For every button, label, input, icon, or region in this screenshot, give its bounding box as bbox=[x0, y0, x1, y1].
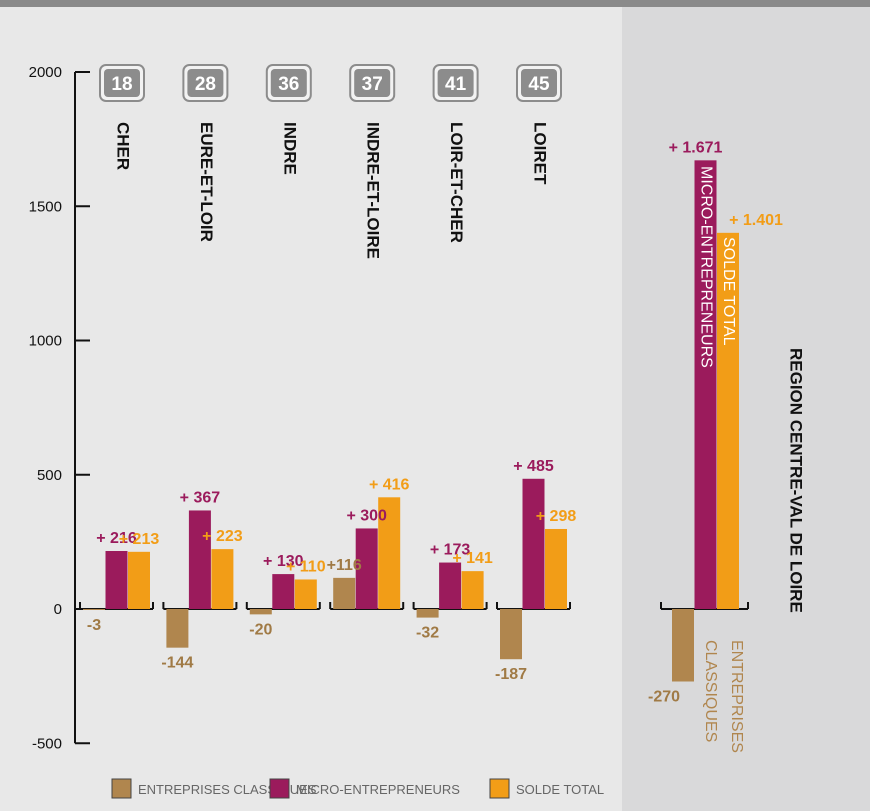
bar-entreprises-classiques bbox=[500, 609, 522, 660]
y-tick-label: 1500 bbox=[29, 198, 62, 215]
data-label: + 110 bbox=[286, 558, 326, 575]
data-labels: -3+ 216+ 213-144+ 367+ 223-20+ 130+ 110 +… bbox=[87, 458, 576, 683]
department-code: 36 bbox=[278, 74, 299, 95]
region-classic-label: CLASSIQUES bbox=[702, 640, 719, 742]
region-bar-entreprises-classiques bbox=[672, 609, 694, 682]
top-strip bbox=[0, 0, 870, 7]
department-name: LOIRET bbox=[531, 122, 550, 185]
bar-micro-entrepreneurs bbox=[188, 510, 211, 609]
region-bar-label: MICRO-ENTREPRENEURS bbox=[697, 166, 714, 368]
department-name: INDRE bbox=[280, 122, 299, 175]
department-name: INDRE-ET-LOIRE bbox=[364, 122, 383, 259]
y-tick-label: 1000 bbox=[29, 333, 62, 350]
data-label: -3 bbox=[87, 617, 101, 634]
department-badge: 28 bbox=[182, 64, 229, 102]
bar-micro-entrepreneurs bbox=[355, 528, 378, 609]
legend-swatch bbox=[269, 778, 290, 799]
region-group: + 1.671 + 1.401 -270 MICRO-ENTREPRENEURS SOL… bbox=[648, 139, 806, 753]
y-tick-label: -500 bbox=[32, 735, 62, 752]
legend-swatch bbox=[489, 778, 510, 799]
region-classic-label: ENTREPRISES bbox=[728, 640, 745, 753]
bar-solde-total bbox=[378, 497, 401, 609]
legend-label: ENTREPRISES CLASSIQUES bbox=[138, 782, 317, 797]
y-tick-label: 500 bbox=[37, 467, 62, 484]
department-name: LOIR-ET-CHER bbox=[447, 122, 466, 243]
department-badge: 45 bbox=[516, 64, 562, 102]
department-headers: 18 CHER 28 EURE-ET-LOIR 36 INDRE 37 INDRE-ET-LO… bbox=[99, 64, 562, 259]
legend-swatch bbox=[111, 778, 132, 799]
legend: ENTREPRISES CLASSIQUESMICRO-ENTREPRENEUR… bbox=[111, 778, 604, 799]
legend-label: MICRO-ENTREPRENEURS bbox=[296, 782, 460, 797]
bar-micro-entrepreneurs bbox=[105, 551, 128, 609]
bar-micro-entrepreneurs bbox=[272, 574, 295, 609]
department-code: 18 bbox=[111, 74, 132, 95]
region-title: REGION CENTRE-VAL DE LOIRE bbox=[787, 348, 806, 613]
badge-fill bbox=[187, 69, 224, 97]
badge-fill bbox=[354, 69, 391, 97]
y-axis: -500 0 500 1000 1500 2000 bbox=[29, 64, 90, 752]
department-code: 37 bbox=[362, 74, 383, 95]
data-label: -144 bbox=[161, 655, 193, 672]
data-label: + 141 bbox=[452, 550, 493, 567]
department-code: 28 bbox=[195, 74, 216, 95]
badge-fill bbox=[437, 69, 474, 97]
data-label: + 298 bbox=[536, 508, 577, 525]
department-badge: 41 bbox=[432, 64, 479, 102]
data-label: + 173 bbox=[430, 542, 471, 559]
bar-entreprises-classiques bbox=[249, 609, 272, 615]
bars bbox=[79, 478, 571, 660]
bar-solde-total bbox=[461, 571, 484, 609]
bar-solde-total bbox=[128, 551, 150, 609]
department-code: 41 bbox=[445, 74, 467, 95]
bar-micro-entrepreneurs bbox=[439, 562, 462, 609]
y-tick-label: 2000 bbox=[29, 64, 62, 81]
bar-micro-entrepreneurs bbox=[522, 478, 545, 609]
bar-entreprises-classiques bbox=[166, 609, 189, 648]
region-bar-label: SOLDE TOTAL bbox=[720, 237, 737, 346]
data-label: -187 bbox=[495, 666, 527, 683]
y-tick-label: 0 bbox=[54, 601, 62, 618]
department-badge: 18 bbox=[99, 64, 145, 102]
data-label: + 416 bbox=[369, 476, 410, 493]
bar-solde-total bbox=[294, 579, 317, 609]
region-data-label: -270 bbox=[648, 688, 680, 705]
region-bar-micro-entrepreneurs bbox=[694, 160, 717, 610]
data-label: + 485 bbox=[513, 458, 554, 475]
region-data-label: + 1.401 bbox=[729, 212, 783, 229]
bar-solde-total bbox=[545, 528, 567, 609]
legend-label: SOLDE TOTAL bbox=[516, 782, 604, 797]
region-data-label: + 1.671 bbox=[669, 139, 723, 156]
department-code: 45 bbox=[528, 74, 550, 95]
data-label: + 130 bbox=[263, 553, 304, 570]
data-label: + 216 bbox=[96, 530, 137, 547]
department-badge: 36 bbox=[265, 64, 312, 102]
data-label: -32 bbox=[416, 625, 439, 642]
badge-fill bbox=[270, 69, 307, 97]
data-label: + 223 bbox=[202, 528, 243, 545]
bar-entreprises-classiques bbox=[83, 609, 105, 610]
data-label: + 213 bbox=[119, 531, 160, 548]
bar-solde-total bbox=[211, 549, 234, 609]
department-name: CHER bbox=[114, 122, 133, 170]
badge-fill bbox=[521, 69, 557, 97]
region-panel bbox=[622, 0, 870, 811]
data-label: +116 bbox=[327, 557, 362, 574]
bar-entreprises-classiques bbox=[416, 609, 439, 618]
data-label: + 300 bbox=[346, 507, 387, 524]
bar-entreprises-classiques bbox=[333, 577, 356, 609]
data-label: -20 bbox=[249, 621, 272, 638]
department-name: EURE-ET-LOIR bbox=[197, 122, 216, 242]
department-badge: 37 bbox=[349, 64, 396, 102]
badge-fill bbox=[104, 69, 140, 97]
region-bar-solde-total bbox=[717, 232, 739, 610]
data-label: + 367 bbox=[180, 489, 221, 506]
